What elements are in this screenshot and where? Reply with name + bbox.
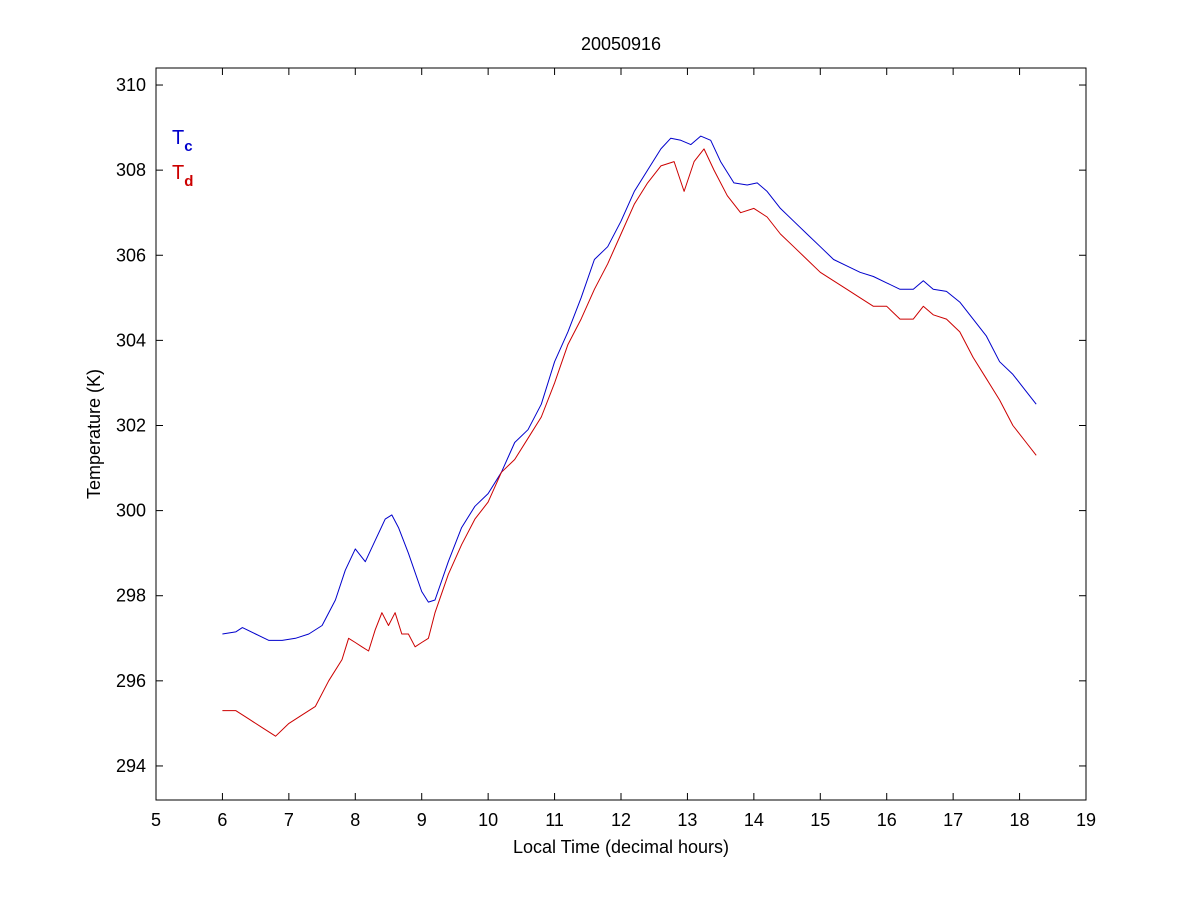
- y-tick-label: 298: [116, 586, 146, 606]
- legend-tc-subscript: c: [184, 138, 192, 155]
- x-tick-label: 18: [1010, 810, 1030, 830]
- legend-td-symbol: T: [172, 162, 184, 184]
- x-tick-label: 15: [810, 810, 830, 830]
- y-tick-label: 296: [116, 671, 146, 691]
- x-axis-ticks: 5 6 7 8 9 10 11 12 13 14 15 16 17 18 19: [151, 68, 1096, 830]
- legend-tc-symbol: T: [172, 127, 184, 149]
- x-tick-label: 9: [417, 810, 427, 830]
- y-tick-label: 300: [116, 501, 146, 521]
- x-tick-label: 11: [545, 810, 564, 830]
- x-tick-label: 12: [611, 810, 631, 830]
- x-axis-label: Local Time (decimal hours): [513, 837, 729, 857]
- series-line-tc: [222, 135, 1037, 641]
- y-tick-label: 308: [116, 160, 146, 180]
- x-tick-label: 7: [284, 810, 294, 830]
- y-tick-label: 294: [116, 756, 146, 776]
- legend-entry-tc: Tc: [172, 127, 193, 155]
- legend: Tc Td: [172, 127, 193, 190]
- x-tick-label: 6: [217, 810, 227, 830]
- legend-td-subscript: d: [184, 173, 193, 190]
- plot-area: [155, 67, 1087, 801]
- legend-entry-td: Td: [172, 162, 193, 190]
- series-layer: [222, 135, 1037, 737]
- x-tick-label: 17: [943, 810, 963, 830]
- chart-title: 20050916: [581, 34, 661, 54]
- y-tick-label: 302: [116, 415, 146, 435]
- x-tick-label: 14: [744, 810, 764, 830]
- x-tick-label: 5: [151, 810, 161, 830]
- y-tick-label: 306: [116, 245, 146, 265]
- series-line-td: [222, 148, 1037, 737]
- y-axis-ticks: 294 296 298 300 302 304 306 308 310: [116, 75, 1086, 776]
- x-tick-label: 8: [350, 810, 360, 830]
- x-tick-label: 10: [478, 810, 498, 830]
- y-tick-label: 304: [116, 330, 146, 350]
- y-axis-label: Temperature (K): [84, 369, 104, 499]
- x-tick-label: 19: [1076, 810, 1096, 830]
- x-tick-label: 16: [877, 810, 897, 830]
- y-tick-label: 310: [116, 75, 146, 95]
- x-tick-label: 13: [677, 810, 697, 830]
